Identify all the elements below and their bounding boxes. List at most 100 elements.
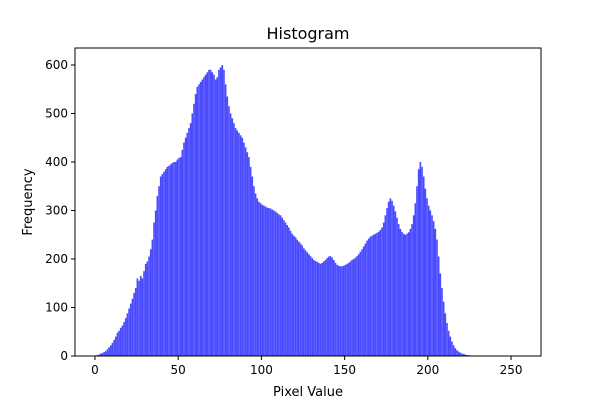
histogram-bar	[384, 215, 387, 356]
y-tick-label: 200	[45, 252, 68, 266]
histogram-bar	[379, 229, 382, 356]
histogram-bar	[204, 74, 207, 357]
histogram-bar	[104, 351, 107, 356]
histogram-bar	[394, 211, 397, 356]
histogram-bar	[329, 256, 332, 356]
histogram-bar	[422, 176, 425, 356]
histogram-bar	[291, 233, 294, 356]
histogram-bar	[178, 158, 180, 356]
y-tick-label: 500	[45, 106, 68, 120]
histogram-bar	[276, 212, 279, 356]
histogram-bar	[303, 248, 305, 356]
histogram-bar	[151, 239, 154, 356]
histogram-bar	[396, 217, 398, 356]
histogram-bar	[108, 347, 110, 356]
histogram-bar	[288, 227, 290, 356]
histogram-bar	[128, 308, 130, 356]
histogram-bar	[193, 103, 195, 356]
histogram-bar	[392, 205, 395, 356]
histogram-bar	[341, 266, 343, 356]
histogram-bar	[397, 224, 400, 356]
histogram-bar	[389, 198, 392, 356]
histogram-bar	[106, 349, 109, 356]
histogram-bar	[372, 234, 375, 356]
histogram-bar	[359, 251, 362, 356]
histogram-bar	[271, 209, 274, 356]
histogram-bar	[136, 278, 139, 356]
histogram-bar	[226, 96, 229, 356]
histogram-bar	[449, 336, 452, 356]
histogram-bar	[214, 79, 217, 356]
histogram-bar	[269, 208, 272, 356]
histogram-bar	[369, 236, 372, 356]
histogram-bar	[233, 123, 235, 357]
histogram-bar	[284, 222, 287, 356]
histogram-bar	[219, 67, 222, 357]
y-tick-label: 600	[45, 58, 68, 72]
histogram-bar	[344, 264, 347, 356]
histogram-bar	[201, 79, 204, 356]
histogram-bar	[263, 205, 265, 356]
y-axis-label: Frequency	[21, 168, 36, 235]
histogram-bar	[391, 200, 393, 356]
histogram-bar	[111, 342, 114, 356]
histogram-bar	[273, 210, 275, 356]
histogram-bar	[98, 354, 100, 356]
histogram-bar	[224, 84, 227, 356]
histogram-bar	[191, 113, 194, 356]
chart-title: Histogram	[267, 24, 350, 43]
histogram-bar	[317, 262, 320, 356]
histogram-bar	[356, 256, 358, 356]
histogram-bar	[139, 275, 142, 356]
histogram-bar	[129, 303, 132, 356]
histogram-bar	[274, 211, 277, 356]
histogram-bar	[208, 69, 210, 356]
histogram-bar	[138, 280, 140, 356]
histogram-bar	[228, 106, 230, 356]
histogram-bar	[248, 157, 250, 356]
histogram-bar	[357, 254, 360, 356]
y-tick-label: 400	[45, 155, 68, 169]
histogram-bar	[149, 249, 152, 356]
histogram-bar	[457, 351, 460, 356]
histogram-bar	[312, 259, 315, 356]
histogram-bar	[166, 166, 169, 356]
x-tick-label: 250	[500, 363, 523, 377]
histogram-bar	[206, 72, 209, 356]
histogram-bar	[362, 246, 365, 356]
histogram-bar	[442, 301, 445, 356]
histogram-bar	[432, 221, 435, 356]
histogram-bar	[118, 330, 120, 356]
histogram-bar	[169, 164, 172, 356]
histogram-bar	[188, 128, 190, 356]
histogram-bar	[411, 224, 413, 356]
histogram-bar	[298, 241, 300, 356]
x-tick-label: 200	[416, 363, 439, 377]
histogram-bar	[339, 266, 342, 356]
histogram-bar	[376, 232, 378, 356]
histogram-bar	[241, 137, 244, 356]
histogram-bar	[156, 195, 159, 356]
histogram-bar	[211, 72, 214, 356]
histogram-bar	[409, 228, 412, 356]
histogram-bar	[319, 263, 322, 356]
histogram-bar	[439, 273, 442, 356]
histogram-bar	[286, 225, 289, 356]
histogram-bar	[416, 186, 418, 356]
histogram-bar	[209, 69, 212, 356]
histogram-bar	[377, 231, 380, 356]
histogram-bar	[144, 263, 147, 356]
histogram-bar	[374, 233, 377, 356]
histogram-bar	[146, 261, 149, 356]
histogram-bar	[168, 165, 170, 356]
histogram-bar	[326, 258, 328, 356]
histogram-bar	[316, 261, 318, 356]
histogram-bar	[314, 260, 317, 356]
histogram-bar	[229, 113, 232, 356]
histogram-bar	[426, 198, 428, 356]
histogram-bar	[148, 256, 150, 356]
histogram-bar	[407, 232, 410, 356]
histogram-bar	[334, 262, 337, 356]
histogram-bar	[346, 263, 348, 356]
histogram-bar	[424, 188, 427, 356]
